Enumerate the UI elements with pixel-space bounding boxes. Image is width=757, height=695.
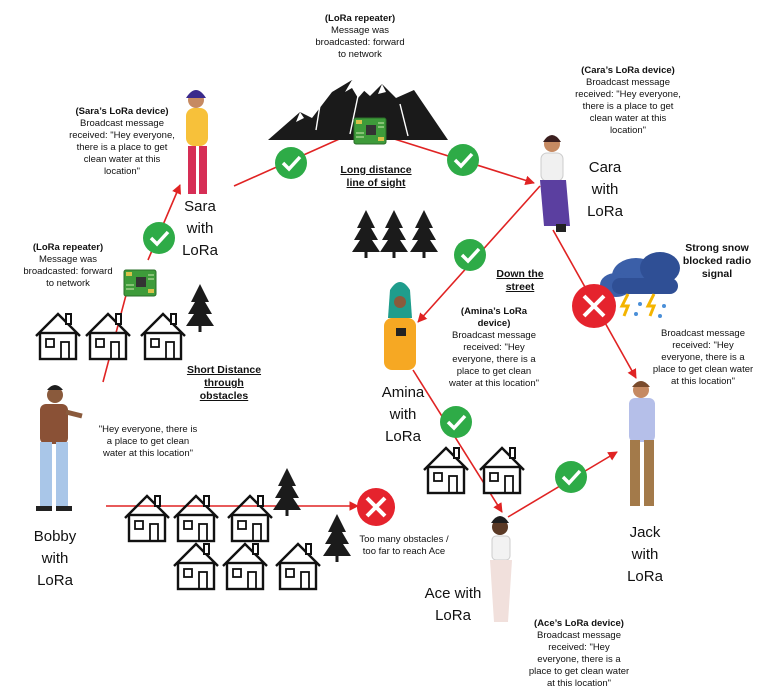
cara-device-note: (Cara’s LoRa device) Broadcast message r… [574, 65, 682, 137]
cara-figure [540, 135, 570, 232]
snow-label: Strong snow blocked radio signal [682, 242, 752, 280]
check-icon-mountain-left [275, 147, 307, 179]
check-icon-mountain-right [447, 144, 479, 176]
sara-figure [186, 90, 208, 194]
houses-left [34, 312, 187, 361]
amina-device-body: Broadcast message received: "Hey everyon… [449, 330, 539, 389]
left-repeater-body: Message was broadcasted: forward to netw… [23, 254, 113, 289]
arrow-bobby-to-repeater [102, 279, 133, 383]
cara-device-body: Broadcast message received: "Hey everyon… [575, 77, 681, 136]
sara-name: Sara with LoRa [182, 198, 218, 259]
jack-figure [629, 381, 655, 506]
fail-icon-obstacles [357, 488, 395, 526]
ace-device-note: (Ace’s LoRa device) Broadcast message re… [527, 618, 631, 690]
left-repeater-note: (LoRa repeater) Message was broadcasted:… [20, 242, 116, 290]
sara-device-note: (Sara’s LoRa device) Broadcast message r… [67, 106, 177, 178]
check-icon-sara [143, 222, 175, 254]
tree-bottom-right-icon [323, 514, 351, 562]
houses-street [422, 446, 526, 495]
amina-device-note: (Amina’s LoRa device) Broadcast message … [444, 306, 544, 390]
check-icon-amina [454, 239, 486, 271]
ace-name: Ace with LoRa [424, 585, 482, 624]
left-repeater-board-icon [123, 269, 157, 297]
tree-bottom-icon [273, 468, 301, 516]
sara-device-title: (Sara’s LoRa device) [75, 106, 169, 117]
amina-device-title: (Amina’s LoRa device) [460, 306, 528, 329]
left-repeater-title: (LoRa repeater) [32, 242, 104, 253]
cara-name: Cara with LoRa [587, 159, 623, 220]
jack-name: Jack with LoRa [627, 524, 663, 585]
top-repeater-note: (LoRa repeater) Message was broadcasted:… [312, 13, 408, 61]
top-repeater-board-icon [353, 117, 387, 145]
check-icon-jack [555, 461, 587, 493]
amina-name: Amina with LoRa [381, 384, 425, 445]
cara-device-title: (Cara’s LoRa device) [581, 65, 675, 76]
check-icon-ace [440, 406, 472, 438]
top-repeater-title: (LoRa repeater) [324, 13, 396, 24]
tree-left-icon [186, 284, 214, 332]
sara-device-body: Broadcast message received: "Hey everyon… [69, 118, 175, 177]
bobby-message-text: "Hey everyone, there is a place to get c… [98, 424, 198, 459]
jack-device-body: Broadcast message received: "Hey everyon… [652, 328, 754, 387]
mountain-icon [268, 80, 448, 140]
amina-figure [384, 282, 416, 370]
bobby-figure [36, 385, 83, 511]
long-distance-label: Long distance line of sight [340, 164, 412, 189]
jack-device-note: Broadcast message received: "Hey everyon… [652, 328, 754, 388]
top-repeater-body: Message was broadcasted: forward to netw… [315, 25, 405, 60]
obstacles-fail-note: Too many obstacles / too far to reach Ac… [352, 534, 456, 558]
bobby-name: Bobby with LoRa [33, 528, 77, 589]
down-street-label: Down the street [496, 268, 544, 293]
obstacles-fail-text: Too many obstacles / too far to reach Ac… [359, 534, 449, 557]
short-distance-label: Short Distance through obstacles [186, 364, 262, 402]
bobby-message: "Hey everyone, there is a place to get c… [96, 424, 200, 460]
ace-device-body: Broadcast message received: "Hey everyon… [528, 630, 630, 689]
tree-group-center [352, 210, 438, 258]
fail-icon-snow [572, 284, 616, 328]
ace-figure [490, 516, 512, 622]
ace-device-title: (Ace’s LoRa device) [534, 618, 624, 629]
